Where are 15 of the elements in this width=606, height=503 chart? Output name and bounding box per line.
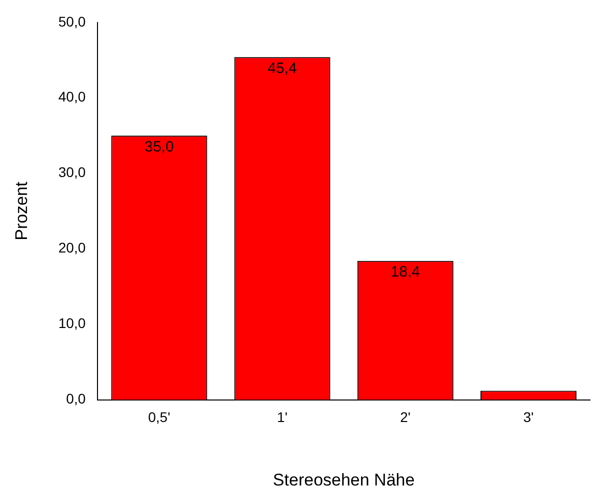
y-axis-title: Prozent	[12, 182, 31, 240]
x-axis-title: Stereosehen Nähe	[272, 470, 415, 490]
y-tick-label: 0,0	[66, 390, 86, 407]
data-label: 35,0	[144, 138, 174, 156]
x-tick-label: 3'	[523, 409, 534, 426]
y-tick-label: 20,0	[58, 240, 86, 256]
y-tick-label: 50,0	[58, 13, 86, 30]
x-tick-label: 2'	[400, 409, 411, 426]
y-tick-label: 30,0	[58, 164, 86, 180]
data-label: 18,4	[390, 264, 420, 281]
data-label: 45,4	[268, 60, 297, 77]
y-tick-label: 10,0	[58, 315, 86, 332]
x-tick-label: 0,5'	[148, 409, 170, 426]
y-tick-label: 40,0	[58, 88, 86, 105]
x-tick-label: 1'	[277, 409, 288, 426]
